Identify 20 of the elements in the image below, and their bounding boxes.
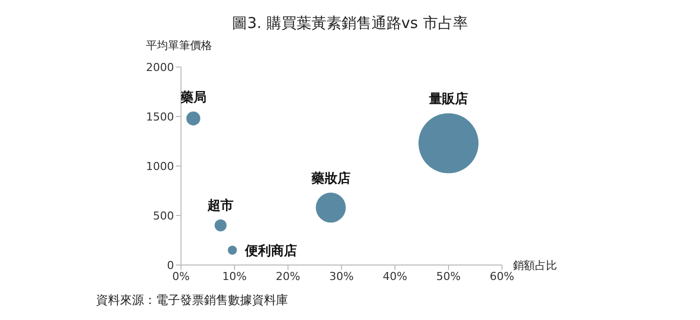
series-label: 超市 — [206, 197, 234, 214]
series-label: 量販店 — [428, 91, 468, 108]
y-axis-title: 平均單筆價格 — [146, 38, 212, 53]
chart-title: 圖3. 購買葉黃素銷售通路vs 市占率 — [231, 14, 469, 33]
y-tick-label: 1000 — [146, 160, 174, 173]
y-tick-label: 1500 — [146, 110, 174, 124]
x-tick-label: 50% — [436, 270, 461, 283]
x-tick-label: 20% — [276, 270, 300, 283]
x-axis-title: 銷額占比 — [513, 258, 557, 272]
x-tick-label: 30% — [329, 270, 354, 283]
y-tick-label: 500 — [153, 209, 174, 222]
y-tick-label: 2000 — [146, 60, 174, 74]
series-label: 藥妝店 — [310, 170, 350, 187]
series-label: 便利商店 — [244, 243, 297, 260]
x-tick-label: 40% — [382, 270, 408, 283]
source-note: 資料來源：電子發票銷售數據資料庫 — [96, 292, 288, 309]
y-tick-label: 0 — [167, 258, 174, 272]
x-tick-label: 60% — [490, 270, 514, 283]
x-tick-label: 10% — [222, 270, 247, 283]
x-tick-label: 0% — [172, 270, 190, 283]
